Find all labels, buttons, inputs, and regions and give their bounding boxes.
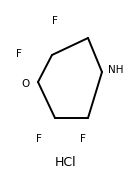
Text: F: F	[52, 16, 58, 26]
Text: F: F	[16, 49, 22, 59]
Text: NH: NH	[108, 65, 124, 75]
Text: O: O	[22, 79, 30, 89]
Text: F: F	[80, 134, 86, 144]
Text: F: F	[36, 134, 42, 144]
Text: HCl: HCl	[55, 155, 77, 169]
